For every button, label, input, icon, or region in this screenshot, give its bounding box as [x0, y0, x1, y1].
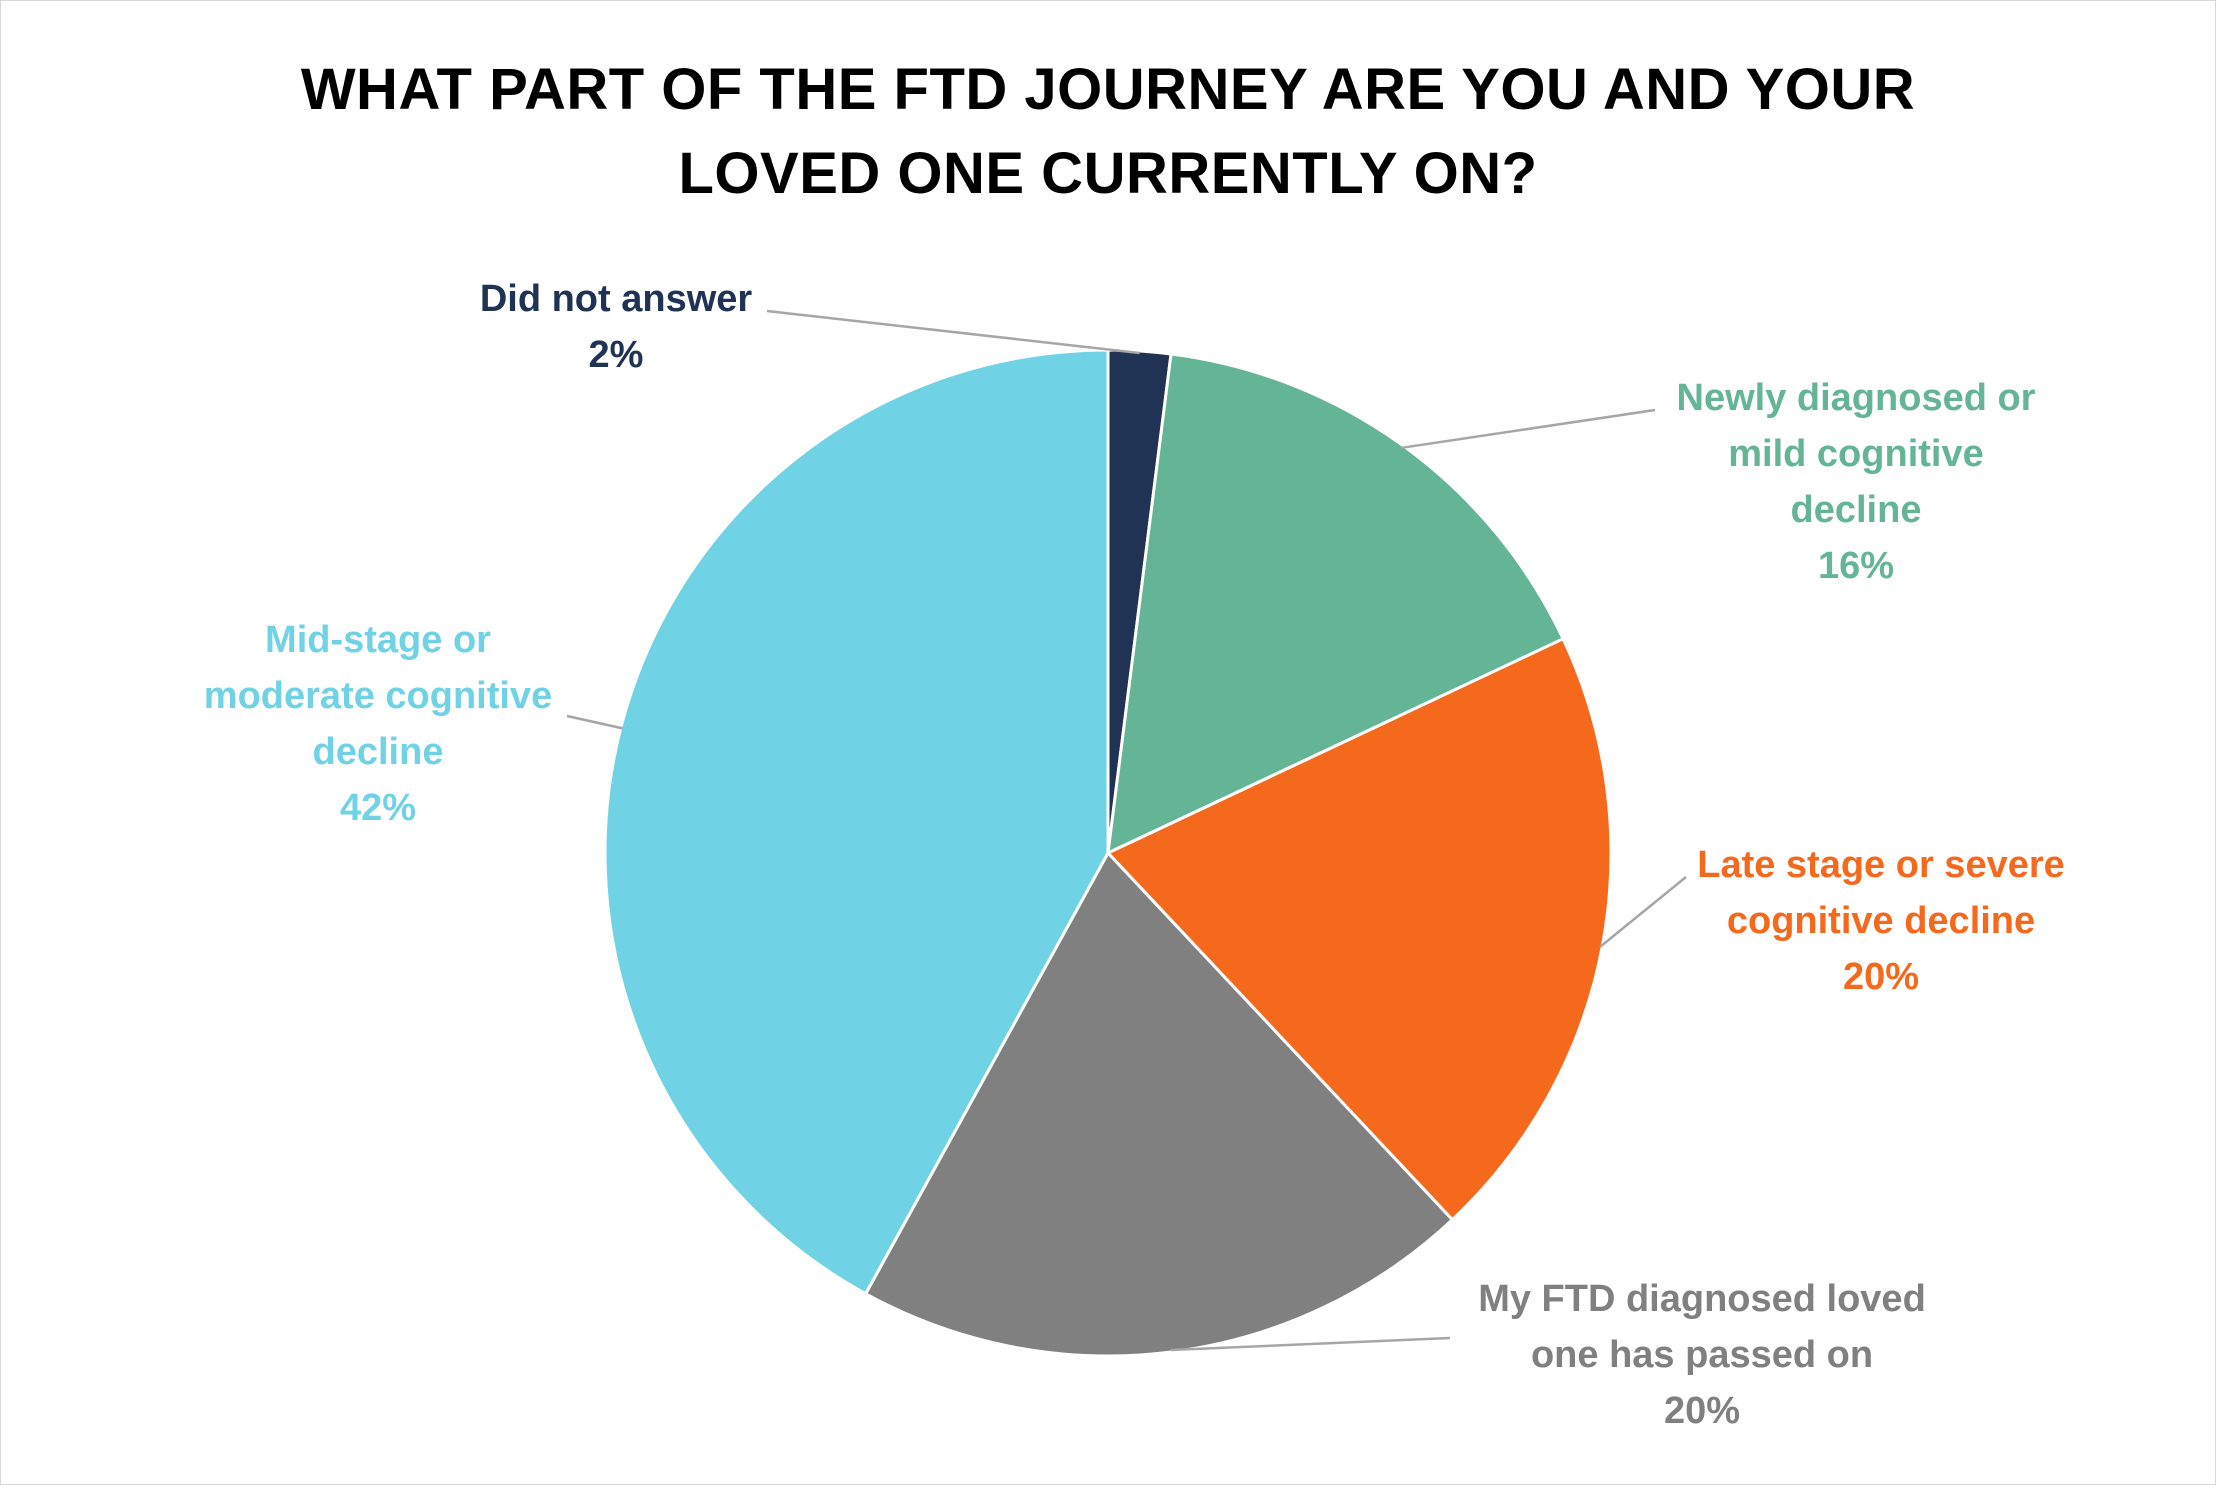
data-label-text: decline [313, 731, 444, 773]
data-label-my-ftd-diagnosed-loved-one-has-passed-on: My FTD diagnosed loved one has passed on 2… [1478, 1278, 1926, 1432]
data-label-mid-stage-or-moderate-cognitive-decline: Mid-stage or moderate cognitive decline 42% [204, 619, 552, 829]
data-label-did-not-answer: Did not answer 2% [480, 278, 753, 376]
chart-title-line-2: LOVED ONE CURRENTLY ON? [678, 141, 1538, 206]
data-label-text: Mid-stage or [265, 619, 491, 661]
leader-lines [566, 309, 1687, 1352]
data-label-value: 2% [589, 334, 644, 376]
data-label-value: 20% [1664, 1390, 1740, 1432]
data-label-text: cognitive decline [1727, 900, 2035, 942]
pie-slice-late-stage-or-severe-cognitive-decline [1105, 636, 1613, 1222]
pie-slice-newly-diagnosed-or-mild-cognitive-decline [1106, 352, 1566, 856]
leader-line-mid-stage-or-moderate-cognitive-decline [566, 714, 623, 730]
data-label-text: Late stage or severe [1697, 844, 2065, 886]
leader-line-my-ftd-diagnosed-loved-one-has-passed-on [1170, 1336, 1451, 1352]
leader-line-newly-diagnosed-or-mild-cognitive-decline [1402, 408, 1656, 449]
data-label-late-stage-or-severe-cognitive-decline: Late stage or severe cognitive decline 20% [1697, 844, 2065, 998]
data-label-text: Newly diagnosed or [1677, 377, 2036, 419]
data-label-text: mild cognitive [1728, 433, 1983, 475]
data-label-value: 20% [1843, 956, 1919, 998]
leader-line-did-not-answer [766, 309, 1140, 355]
pie-slices [603, 348, 1613, 1358]
data-label-text: one has passed on [1531, 1334, 1873, 1376]
data-label-value: 16% [1818, 545, 1894, 587]
data-label-text: decline [1791, 489, 1922, 531]
data-label-newly-diagnosed-or-mild-cognitive-decline: Newly diagnosed or mild cognitive decline 1… [1677, 377, 2036, 587]
leader-line-late-stage-or-severe-cognitive-decline [1599, 876, 1687, 948]
chart-title: WHAT PART OF THE FTD JOURNEY ARE YOU AND… [0, 48, 2216, 216]
data-label-value: 42% [340, 787, 416, 829]
data-label-text: Did not answer [480, 278, 753, 320]
data-labels: Did not answer 2% Newly diagnosed or mild c… [204, 278, 2065, 1432]
data-label-text: My FTD diagnosed loved [1478, 1278, 1926, 1320]
data-label-text: moderate cognitive [204, 675, 552, 717]
chart-title-line-1: WHAT PART OF THE FTD JOURNEY ARE YOU AND… [300, 57, 1916, 122]
pie-slice-my-ftd-diagnosed-loved-one-has-passed-on [863, 850, 1455, 1358]
